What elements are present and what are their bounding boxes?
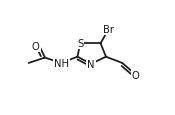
Text: O: O — [32, 42, 40, 52]
Text: O: O — [132, 70, 140, 80]
Text: N: N — [87, 59, 95, 69]
Text: S: S — [77, 39, 83, 49]
Text: Br: Br — [103, 25, 114, 35]
Text: NH: NH — [54, 58, 69, 68]
